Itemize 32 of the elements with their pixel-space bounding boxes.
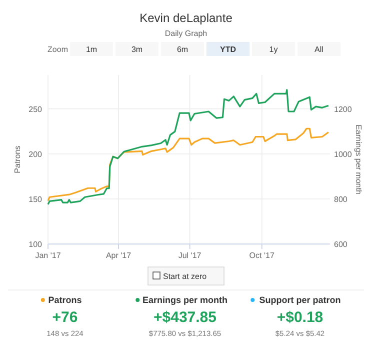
line-series — [47, 128, 330, 202]
text: +76 — [52, 309, 78, 326]
text: Start at zero — [163, 272, 208, 281]
text: 6m — [176, 45, 188, 54]
y-tick-label: 200 — [28, 150, 43, 159]
text: 1y — [269, 45, 278, 54]
x-tick-label: Jul '17 — [178, 251, 202, 260]
y-axis-title: Patrons — [13, 146, 22, 174]
x-tick-label: Apr '17 — [106, 251, 132, 260]
x-tick-label: Oct '17 — [249, 251, 275, 260]
y-tick-label: 100 — [28, 240, 43, 249]
chart-title: Kevin deLaplante — [140, 11, 233, 25]
text: Zoom — [48, 45, 68, 54]
category-label: Support per patron — [259, 295, 341, 305]
y2-tick-label: 1000 — [334, 150, 352, 159]
y-tick-label: 250 — [28, 104, 43, 114]
y2-tick-label: 1200 — [334, 104, 352, 114]
text: +$437.85 — [154, 309, 216, 326]
category-label: Patrons — [48, 295, 82, 305]
x-tick-label: Jan '17 — [35, 251, 62, 260]
y2-axis-title: Earnings per month — [354, 124, 363, 194]
text: +$0.18 — [276, 309, 324, 326]
text: All — [314, 45, 324, 54]
text: 3m — [131, 45, 143, 54]
y2-tick-label: 800 — [334, 194, 348, 204]
category-label: Earnings per month — [142, 295, 228, 305]
text: 1m — [86, 45, 98, 54]
chart-subtitle: Daily Graph — [164, 29, 208, 38]
line-series — [47, 89, 330, 206]
text: YTD — [220, 45, 236, 54]
y-tick-label: 150 — [28, 194, 43, 204]
y2-tick-label: 600 — [334, 240, 348, 249]
